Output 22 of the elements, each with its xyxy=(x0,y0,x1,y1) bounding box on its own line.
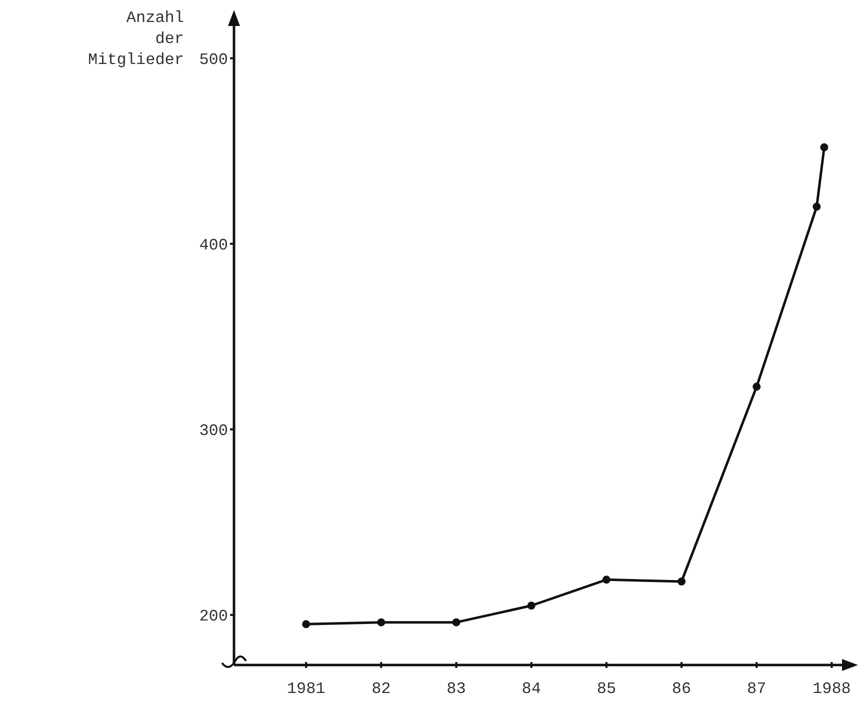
point xyxy=(302,620,310,628)
point xyxy=(678,578,686,586)
point xyxy=(377,618,386,626)
x-tick-label: 87 xyxy=(747,680,766,698)
x-tick-label: 86 xyxy=(672,680,692,698)
x-tick-label: 83 xyxy=(446,680,466,698)
x-tick-label: 82 xyxy=(372,680,391,698)
y-tick-label: 300 xyxy=(199,422,228,440)
point xyxy=(752,382,761,391)
x-tick-label: 1981 xyxy=(286,680,326,698)
point xyxy=(602,576,610,584)
point xyxy=(812,202,821,211)
point xyxy=(452,618,460,626)
y-axis-title: Anzahl der Mitglieder xyxy=(88,9,184,69)
y-tick-label: 500 xyxy=(199,50,228,69)
point xyxy=(527,602,536,610)
y-tick-label: 200 xyxy=(199,608,228,626)
x-tick-label: 84 xyxy=(522,680,541,698)
x-tick-label: 1988 xyxy=(812,680,851,698)
point xyxy=(820,143,828,152)
y-tick-label: 400 xyxy=(199,236,228,254)
x-tick-label: 85 xyxy=(596,680,616,698)
